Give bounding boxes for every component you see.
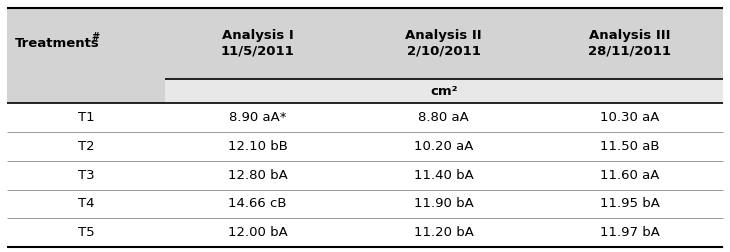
Bar (7, 79, 165, 103)
Text: 10.20 aA: 10.20 aA (414, 140, 473, 153)
Text: Treatments: Treatments (15, 37, 99, 50)
Text: 10.30 aA: 10.30 aA (600, 111, 659, 124)
Bar (7, 132, 723, 161)
Text: 11.90 bA: 11.90 bA (414, 197, 474, 210)
Text: T4: T4 (77, 197, 94, 210)
Text: 12.00 bA: 12.00 bA (228, 226, 288, 239)
Text: 8.80 aA: 8.80 aA (418, 111, 469, 124)
Text: 11.60 aA: 11.60 aA (600, 169, 659, 182)
Bar (7, 8, 723, 79)
Text: T5: T5 (77, 226, 94, 239)
Text: T3: T3 (77, 169, 94, 182)
Text: Analysis II
2/10/2011: Analysis II 2/10/2011 (405, 29, 482, 58)
Text: 12.10 bB: 12.10 bB (228, 140, 288, 153)
Text: Analysis III
28/11/2011: Analysis III 28/11/2011 (588, 29, 671, 58)
Text: T1: T1 (77, 111, 94, 124)
Bar (7, 103, 723, 132)
Text: 11.40 bA: 11.40 bA (414, 169, 474, 182)
Bar (7, 190, 723, 218)
Text: T2: T2 (77, 140, 94, 153)
Bar (165, 79, 723, 103)
Text: 11.95 bA: 11.95 bA (600, 197, 660, 210)
Text: 12.80 bA: 12.80 bA (228, 169, 288, 182)
Text: 11.97 bA: 11.97 bA (600, 226, 660, 239)
Text: #: # (91, 32, 99, 42)
Text: 11.50 aB: 11.50 aB (600, 140, 659, 153)
Text: cm²: cm² (430, 85, 458, 98)
Bar (7, 218, 723, 247)
Text: 8.90 aA*: 8.90 aA* (229, 111, 286, 124)
Bar (7, 161, 723, 190)
Text: 14.66 cB: 14.66 cB (228, 197, 287, 210)
Text: Analysis I
11/5/2011: Analysis I 11/5/2011 (220, 29, 295, 58)
Text: 11.20 bA: 11.20 bA (414, 226, 474, 239)
